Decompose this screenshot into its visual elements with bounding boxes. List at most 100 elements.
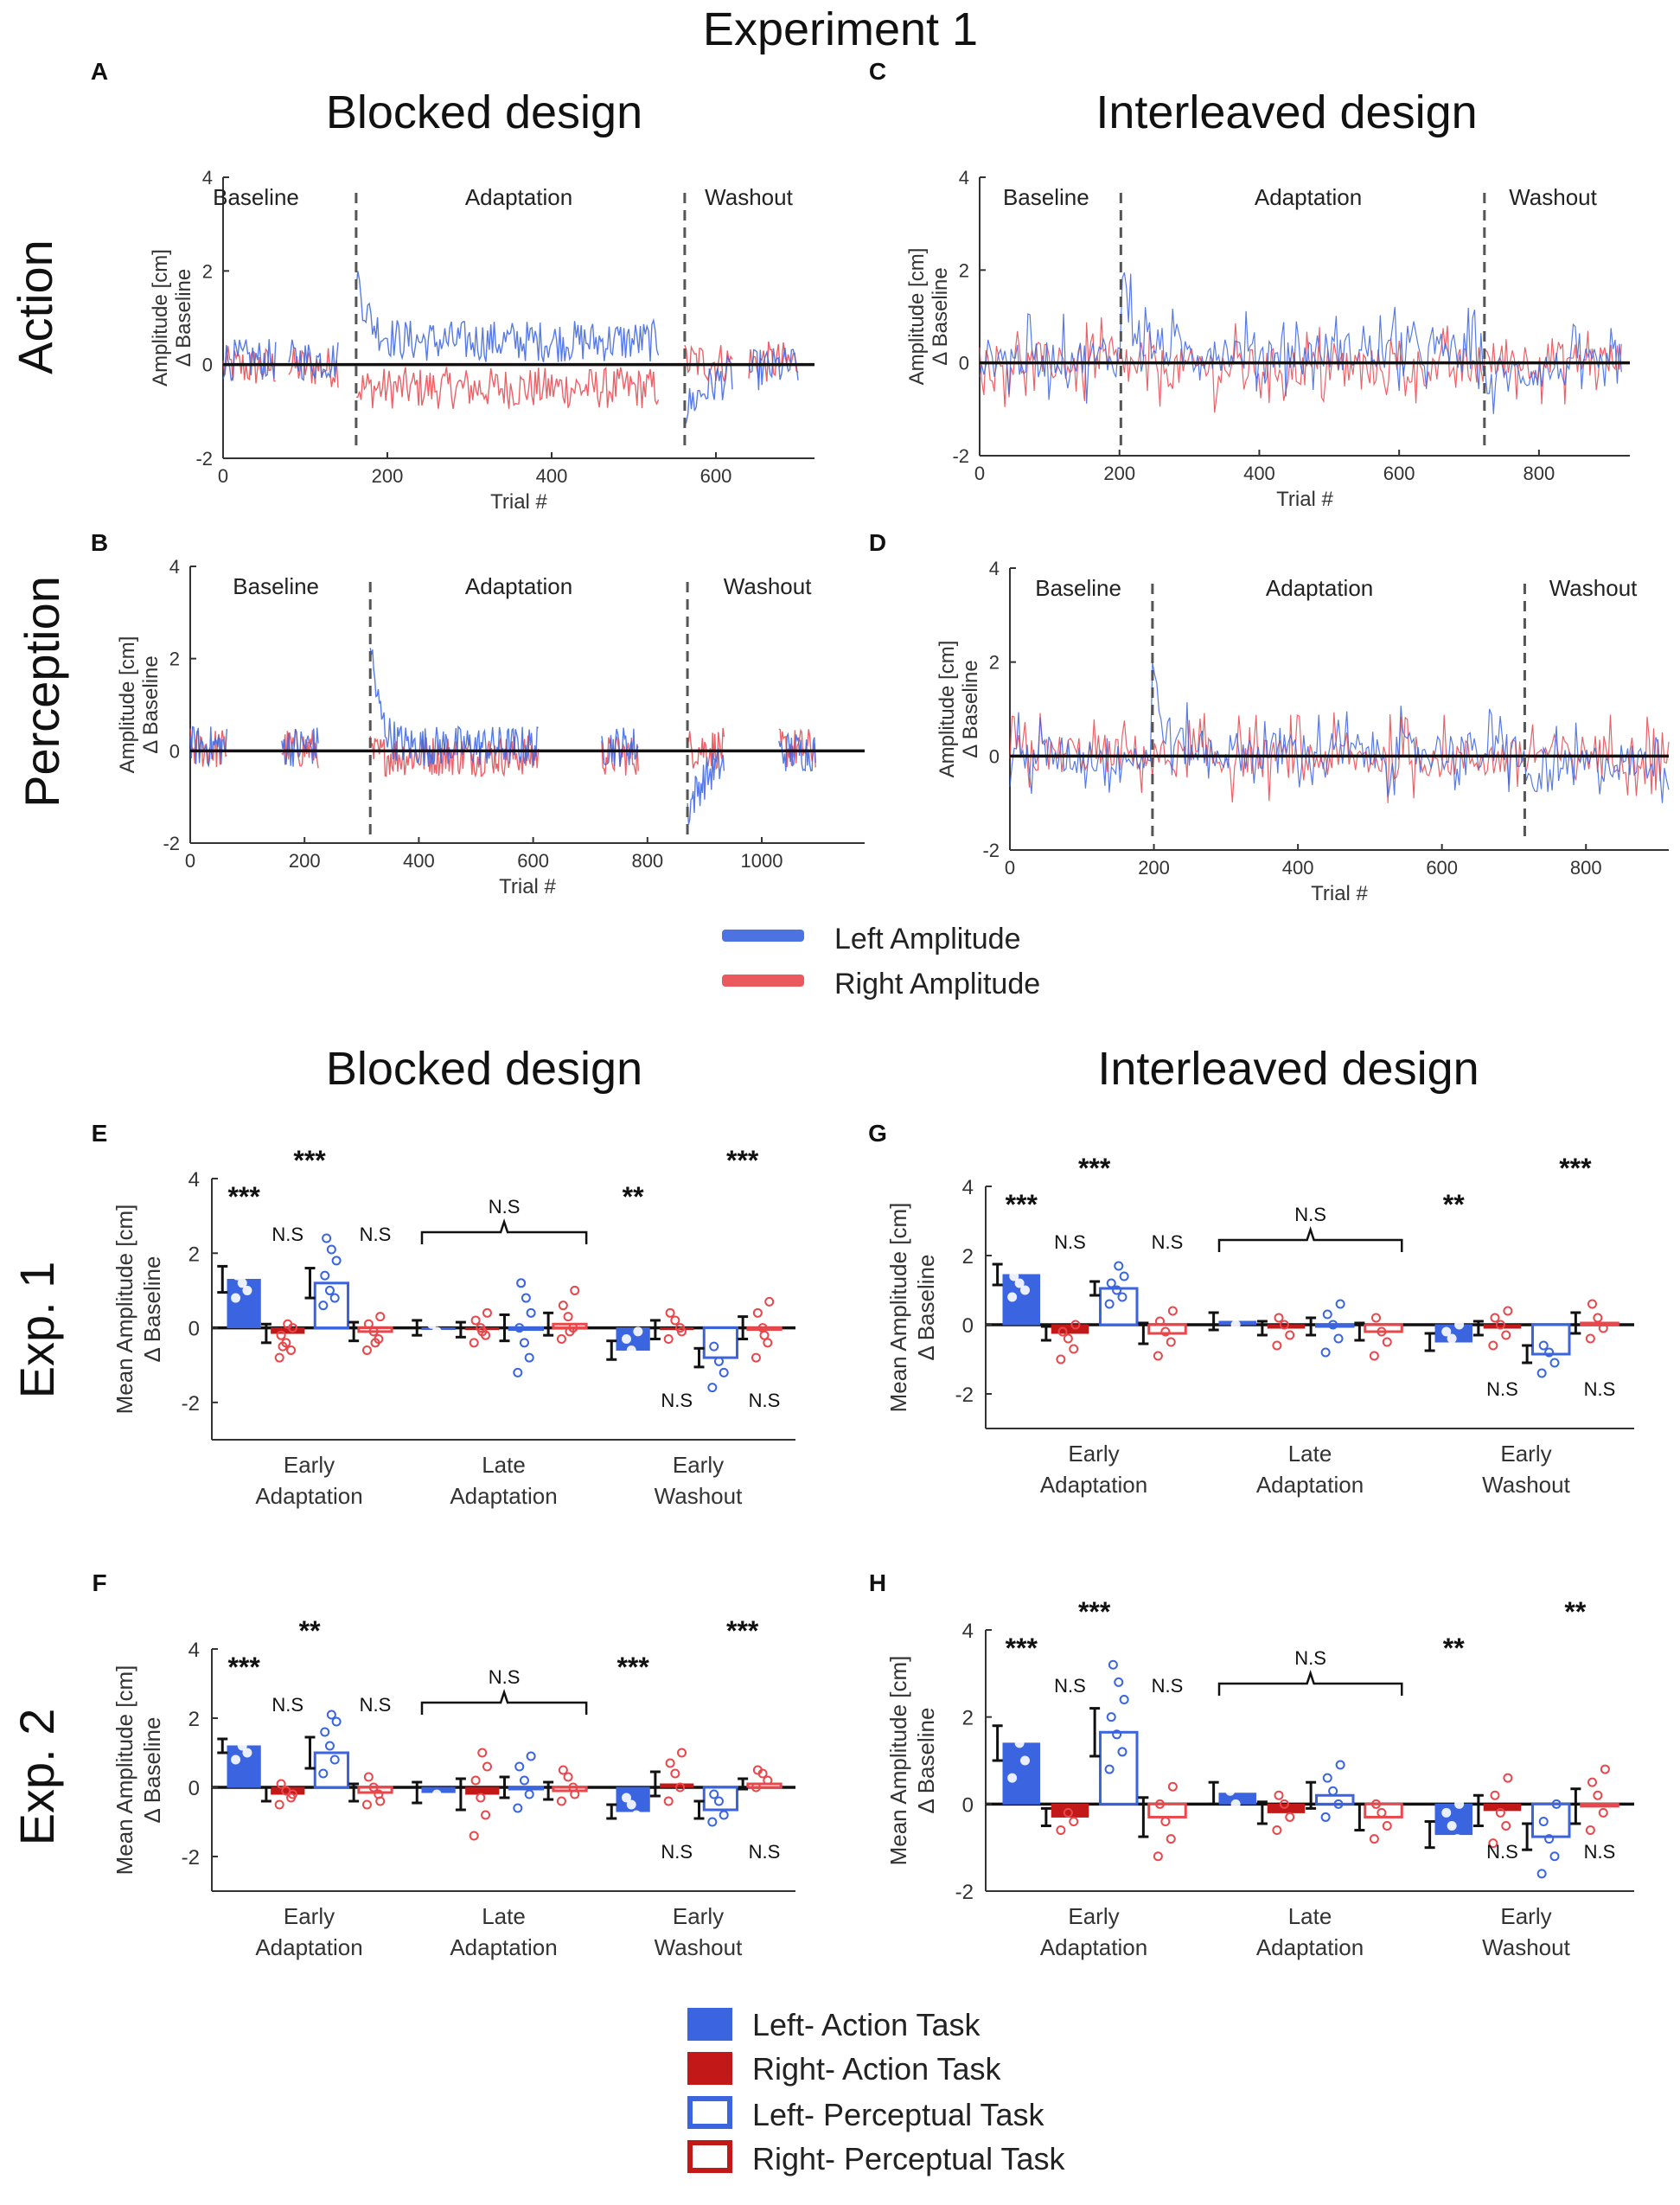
data-point [1447, 1821, 1457, 1831]
data-point [763, 1775, 773, 1786]
data-point [1166, 1834, 1176, 1844]
blocked-title-top: Blocked design [326, 86, 642, 138]
data-point [1225, 1786, 1236, 1796]
category-label: Late [482, 1903, 526, 1929]
data-point [239, 1256, 249, 1266]
legend-swatch-left-perceptual [687, 2096, 732, 2129]
bar-right-perceptual [1580, 1321, 1619, 1326]
data-point [1112, 1285, 1122, 1295]
y-tick-label: 4 [202, 167, 213, 189]
x-tick-label: 800 [631, 850, 663, 872]
y-axis-label-2: Δ Baseline [139, 1256, 165, 1363]
data-point [1272, 1340, 1282, 1351]
data-point [1007, 1773, 1018, 1783]
y-axis-label: Mean Amplitude [cm] [112, 1205, 137, 1415]
y-tick-label: 0 [962, 1793, 974, 1817]
data-point [425, 1341, 436, 1352]
data-point [676, 1748, 687, 1758]
data-point [1018, 1223, 1028, 1233]
row-label-perception: Perception [15, 576, 69, 808]
trace-left [355, 271, 660, 362]
legend-label-left-perceptual: Left- Perceptual Task [752, 2097, 1045, 2132]
data-point [1223, 1834, 1234, 1844]
y-tick-label: -2 [952, 445, 969, 467]
significance-marker: ** [1443, 1189, 1465, 1220]
data-point [482, 1307, 492, 1318]
phase-label: Baseline [1035, 575, 1121, 601]
ns-bracket [420, 1689, 588, 1715]
data-point [326, 1244, 336, 1255]
data-point [437, 1803, 447, 1813]
data-point [519, 1338, 529, 1348]
x-tick-label: 600 [700, 465, 732, 487]
data-point [1285, 1812, 1295, 1822]
y-axis-label-2: Δ Baseline [913, 1708, 939, 1814]
significance-marker: *** [726, 1145, 759, 1176]
data-point [563, 1312, 573, 1322]
category-label: Adaptation [255, 1934, 362, 1960]
y-tick-label: 2 [989, 652, 1000, 674]
data-point [1488, 1340, 1498, 1351]
ns-marker: N.S [1054, 1231, 1086, 1253]
data-point [1166, 1337, 1176, 1347]
x-tick-label: 200 [1103, 463, 1135, 484]
trace-right [601, 736, 639, 776]
row-label-exp2: Exp. 2 [10, 1709, 64, 1846]
data-point [433, 1307, 444, 1318]
data-point [1371, 1799, 1381, 1809]
data-point [707, 1817, 718, 1827]
interleaved-title-bottom: Interleaved design [1097, 1043, 1479, 1095]
data-point [519, 1775, 529, 1786]
x-tick-label: 800 [1523, 463, 1555, 484]
data-point [1274, 1790, 1284, 1800]
y-tick-label: -2 [182, 1392, 200, 1416]
data-point [426, 1775, 437, 1786]
data-point [665, 1307, 675, 1318]
data-point [663, 1796, 674, 1806]
data-point [526, 1751, 536, 1761]
data-point [331, 1256, 342, 1266]
trace-left [288, 339, 339, 381]
data-point [1587, 1299, 1597, 1309]
data-point [752, 1765, 763, 1775]
x-axis-label: Trial # [490, 490, 547, 514]
data-point [1490, 1790, 1500, 1800]
data-point [244, 1720, 254, 1730]
data-point [1016, 1672, 1026, 1683]
y-axis-label-2: Δ Baseline [139, 1717, 165, 1824]
data-point [1322, 1309, 1332, 1320]
ns-marker: N.S [749, 1390, 781, 1411]
data-point [1382, 1821, 1392, 1831]
data-point [751, 1352, 761, 1363]
data-point [1238, 1773, 1249, 1783]
x-tick-label: 400 [403, 850, 435, 872]
bar-left-perceptual [508, 1326, 544, 1332]
data-point [1070, 1320, 1081, 1330]
data-point [1236, 1816, 1246, 1826]
trace-left [189, 725, 227, 768]
bar-right-action [271, 1786, 305, 1795]
significance-marker: *** [1559, 1153, 1592, 1184]
data-point [1447, 1333, 1457, 1344]
bar-legend: Left- Action Task Right- Action Task Lef… [687, 2007, 1066, 2176]
data-point [477, 1748, 488, 1758]
data-point [1538, 1816, 1549, 1826]
ns-marker: N.S [661, 1841, 693, 1863]
data-point [363, 1319, 374, 1329]
ns-marker: N.S [1584, 1841, 1616, 1863]
data-point [1014, 1278, 1025, 1288]
phase-label: Washout [724, 573, 812, 599]
phase-label: Baseline [233, 573, 319, 599]
ns-bracket [420, 1218, 588, 1244]
legend-swatch-left-action [687, 2008, 732, 2041]
ns-marker: N.S [489, 1666, 521, 1688]
data-point [1448, 1313, 1459, 1323]
data-point [1279, 1799, 1289, 1809]
data-point [233, 1248, 244, 1258]
data-point [1011, 1243, 1021, 1254]
data-point [324, 1741, 335, 1751]
data-point [621, 1334, 631, 1345]
data-point [1069, 1344, 1079, 1354]
